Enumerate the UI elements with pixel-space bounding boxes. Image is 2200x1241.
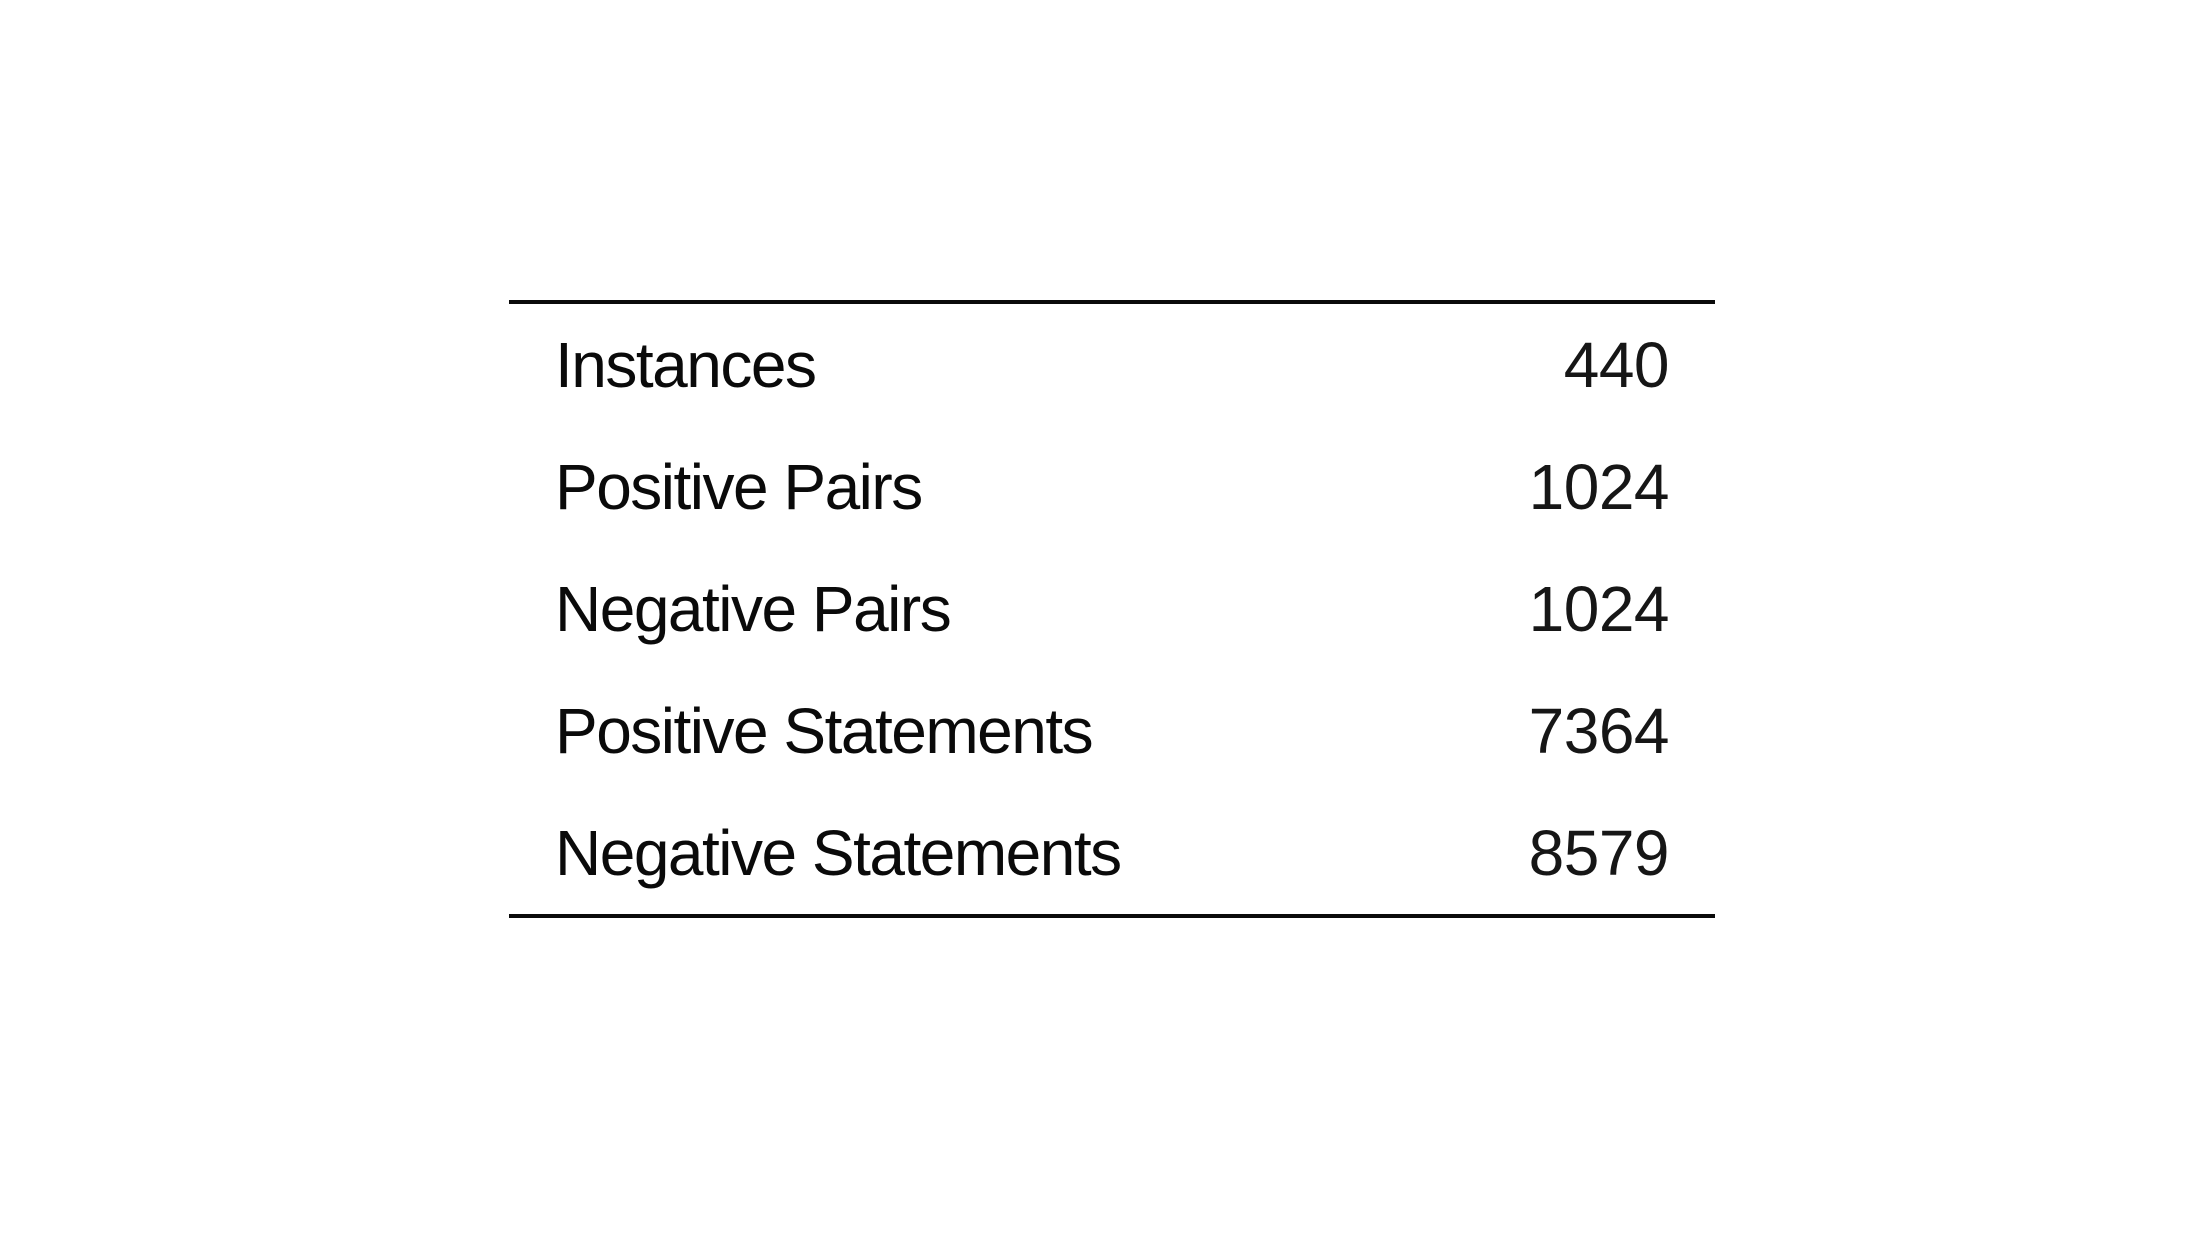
row-value: 8579 [1528,817,1670,889]
table-row: Negative Pairs 1024 [509,548,1715,670]
statistics-table: Instances 440 Positive Pairs 1024 Negati… [509,300,1715,918]
table-row: Negative Statements 8579 [509,792,1715,916]
table-row: Positive Statements 7364 [509,670,1715,792]
table-row: Positive Pairs 1024 [509,426,1715,548]
row-value: 1024 [1528,451,1670,523]
row-value: 440 [1563,329,1670,401]
row-label: Negative Statements [555,817,1122,889]
row-label: Positive Statements [555,695,1094,767]
row-value: 1024 [1528,573,1670,645]
row-label: Positive Pairs [555,451,923,523]
row-label: Instances [555,329,817,401]
row-value: 7364 [1528,695,1670,767]
statistics-table-body: Instances 440 Positive Pairs 1024 Negati… [509,302,1715,916]
table-row: Instances 440 [509,302,1715,426]
row-label: Negative Pairs [555,573,952,645]
